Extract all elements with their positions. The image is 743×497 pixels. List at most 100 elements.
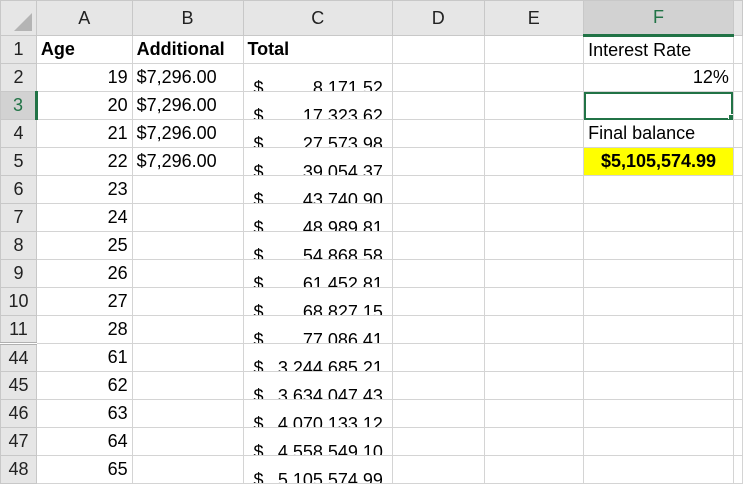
cell-d3[interactable] [391, 91, 485, 120]
cell-b46[interactable] [131, 399, 244, 428]
row-header-4[interactable]: 4 [0, 119, 37, 148]
cell-c6[interactable]: $43,740.90 [242, 175, 393, 204]
cell-c11[interactable]: $77,086.41 [242, 315, 393, 344]
cell-a11[interactable]: 28 [35, 315, 133, 344]
cell-e48[interactable] [483, 455, 585, 484]
cell-f2[interactable]: 12% [583, 63, 734, 92]
column-header-g[interactable] [732, 0, 743, 36]
cell-a7[interactable]: 24 [35, 203, 133, 232]
cell-d2[interactable] [391, 63, 485, 92]
cell-b1[interactable]: Additional [131, 35, 244, 64]
cell-g7[interactable] [732, 203, 743, 232]
cell-d10[interactable] [391, 287, 485, 316]
cell-c5[interactable]: $39,054.37 [242, 147, 393, 176]
cell-b2[interactable]: $7,296.00 [131, 63, 244, 92]
row-header-45[interactable]: 45 [0, 371, 37, 400]
cell-e2[interactable] [483, 63, 585, 92]
row-header-46[interactable]: 46 [0, 399, 37, 428]
cell-g1[interactable] [732, 35, 743, 64]
cell-c9[interactable]: $61,452.81 [242, 259, 393, 288]
cell-f45[interactable] [583, 371, 734, 400]
cell-d45[interactable] [391, 371, 485, 400]
cell-g5[interactable] [732, 147, 743, 176]
cell-e8[interactable] [483, 231, 585, 260]
cell-a9[interactable]: 26 [35, 259, 133, 288]
cell-b7[interactable] [131, 203, 244, 232]
cell-e3[interactable] [483, 91, 585, 120]
cell-c48[interactable]: $5,105,574.99 [242, 455, 393, 484]
cell-b47[interactable] [131, 427, 244, 456]
cell-e5[interactable] [483, 147, 585, 176]
row-header-47[interactable]: 47 [0, 427, 37, 456]
cell-a10[interactable]: 27 [35, 287, 133, 316]
cell-b5[interactable]: $7,296.00 [131, 147, 244, 176]
cell-b3[interactable]: $7,296.00 [131, 91, 244, 120]
row-header-9[interactable]: 9 [0, 259, 37, 288]
select-all-button[interactable] [0, 0, 37, 36]
cell-g48[interactable] [732, 455, 743, 484]
cell-f47[interactable] [583, 427, 734, 456]
cell-c4[interactable]: $27,573.98 [242, 119, 393, 148]
cell-c3[interactable]: $17,323.62 [242, 91, 393, 120]
cell-d11[interactable] [391, 315, 485, 344]
cell-e11[interactable] [483, 315, 585, 344]
row-header-11[interactable]: 11 [0, 315, 37, 344]
cell-e6[interactable] [483, 175, 585, 204]
cell-g2[interactable] [732, 63, 743, 92]
cell-g8[interactable] [732, 231, 743, 260]
cell-g47[interactable] [732, 427, 743, 456]
cell-g44[interactable] [732, 343, 743, 372]
row-header-1[interactable]: 1 [0, 35, 37, 64]
cell-e9[interactable] [483, 259, 585, 288]
row-header-44[interactable]: 44 [0, 342, 37, 372]
cell-b45[interactable] [131, 371, 244, 400]
cell-d46[interactable] [391, 399, 485, 428]
cell-c45[interactable]: $3,634,047.43 [242, 371, 393, 400]
row-header-48[interactable]: 48 [0, 455, 37, 484]
cell-b48[interactable] [131, 455, 244, 484]
cell-c7[interactable]: $48,989.81 [242, 203, 393, 232]
row-header-2[interactable]: 2 [0, 63, 37, 92]
cell-c47[interactable]: $4,558,549.10 [242, 427, 393, 456]
cell-g9[interactable] [732, 259, 743, 288]
cell-e10[interactable] [483, 287, 585, 316]
cell-b44[interactable] [131, 343, 244, 372]
row-header-6[interactable]: 6 [0, 175, 37, 204]
row-header-10[interactable]: 10 [0, 287, 37, 316]
cell-e46[interactable] [483, 399, 585, 428]
cell-c10[interactable]: $68,827.15 [242, 287, 393, 316]
cell-a5[interactable]: 22 [35, 147, 133, 176]
cell-e47[interactable] [483, 427, 585, 456]
cell-b6[interactable] [131, 175, 244, 204]
cell-c8[interactable]: $54,868.58 [242, 231, 393, 260]
cell-b8[interactable] [131, 231, 244, 260]
cell-g6[interactable] [732, 175, 743, 204]
cell-a45[interactable]: 62 [35, 371, 133, 400]
cell-g10[interactable] [732, 287, 743, 316]
cell-b4[interactable]: $7,296.00 [131, 119, 244, 148]
cell-a4[interactable]: 21 [35, 119, 133, 148]
cell-f5[interactable]: $5,105,574.99 [583, 147, 734, 176]
cell-c46[interactable]: $4,070,133.12 [242, 399, 393, 428]
cell-f48[interactable] [583, 455, 734, 484]
column-header-a[interactable]: A [35, 0, 133, 36]
cell-c44[interactable]: $3,244,685.21 [242, 343, 393, 372]
column-header-d[interactable]: D [391, 0, 485, 36]
cell-g4[interactable] [732, 119, 743, 148]
cell-b9[interactable] [131, 259, 244, 288]
cell-f44[interactable] [583, 343, 734, 372]
cell-g45[interactable] [732, 371, 743, 400]
column-header-f[interactable]: F [583, 0, 734, 37]
cell-a44[interactable]: 61 [35, 343, 133, 372]
cell-d1[interactable] [391, 35, 485, 64]
cell-c2[interactable]: $8,171.52 [242, 63, 393, 92]
cell-f6[interactable] [583, 175, 734, 204]
cell-e7[interactable] [483, 203, 585, 232]
cell-f11[interactable] [583, 315, 734, 344]
cell-g3[interactable] [732, 91, 743, 120]
cell-a2[interactable]: 19 [35, 63, 133, 92]
cell-f1[interactable]: Interest Rate [583, 35, 734, 64]
cell-e44[interactable] [483, 343, 585, 372]
column-header-c[interactable]: C [242, 0, 393, 36]
cell-e45[interactable] [483, 371, 585, 400]
